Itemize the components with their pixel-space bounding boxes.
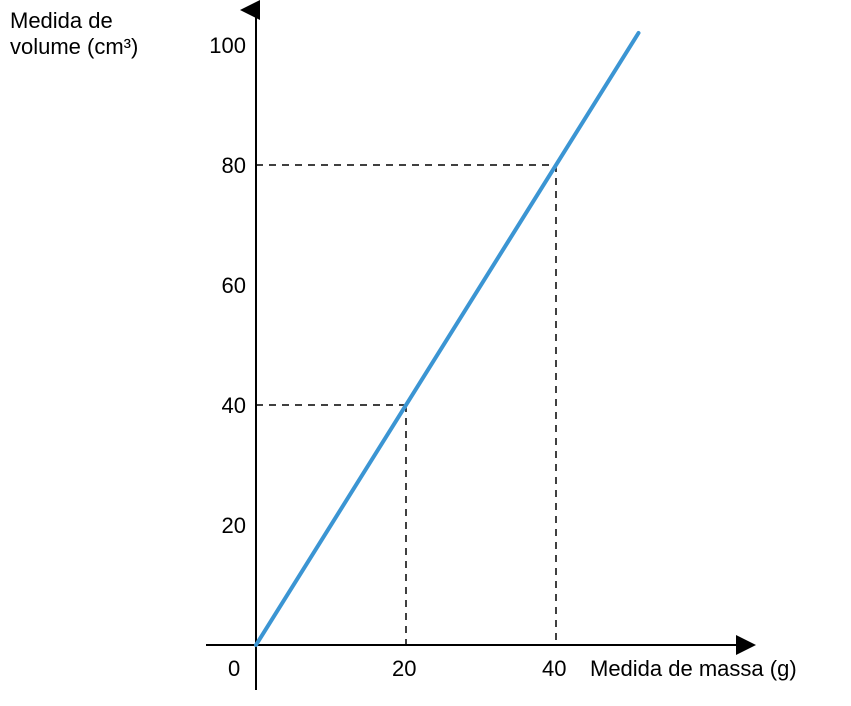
chart-svg bbox=[0, 0, 851, 706]
x-tick-40: 40 bbox=[542, 656, 566, 682]
x-tick-0: 0 bbox=[228, 656, 240, 682]
chart-container: Medida de volume (cm³) 100 80 60 40 20 0… bbox=[0, 0, 851, 706]
x-axis-label: Medida de massa (g) bbox=[590, 656, 797, 682]
y-tick-60: 60 bbox=[222, 273, 246, 299]
y-tick-20: 20 bbox=[222, 513, 246, 539]
data-line bbox=[256, 33, 639, 645]
y-axis-label-line1: Medida de bbox=[10, 8, 138, 34]
y-axis-label-line2: volume (cm³) bbox=[10, 34, 138, 60]
y-tick-80: 80 bbox=[222, 153, 246, 179]
y-axis-label: Medida de volume (cm³) bbox=[10, 8, 138, 61]
x-tick-20: 20 bbox=[392, 656, 416, 682]
y-tick-100: 100 bbox=[209, 33, 246, 59]
y-tick-40: 40 bbox=[222, 393, 246, 419]
